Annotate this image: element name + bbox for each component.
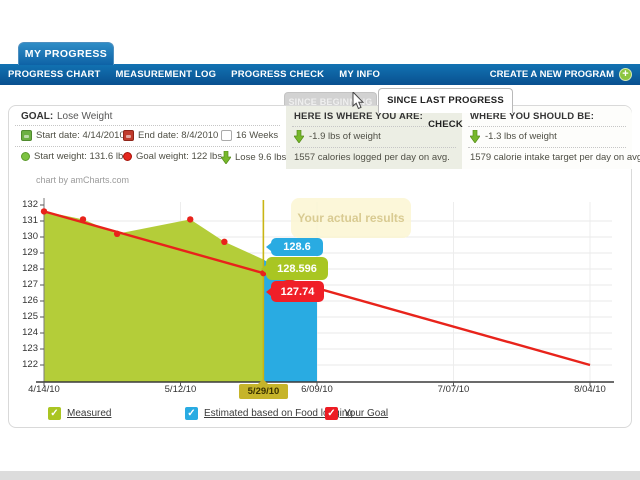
y-axis-tick-label: 126: [22, 295, 38, 306]
plus-icon: +: [619, 68, 632, 81]
page-bottom-strip: [0, 471, 640, 480]
chart-legend: ✓ Measured ✓ Estimated based on Food log…: [0, 407, 640, 425]
tab-since-last-progress-check[interactable]: SINCE LAST PROGRESS CHECK: [378, 88, 513, 130]
estimated-checkbox-icon[interactable]: ✓: [185, 407, 198, 420]
legend-your-goal[interactable]: ✓ Your Goal: [325, 407, 388, 420]
should-arrow-down-icon: [470, 130, 480, 143]
duration: 16 Weeks: [236, 130, 279, 141]
legend-estimated[interactable]: ✓ Estimated based on Food logging: [185, 407, 353, 420]
selected-date-badge[interactable]: 5/29/10: [239, 379, 288, 399]
y-axis-tick-label: 130: [22, 231, 38, 242]
panel-where-you-should-be: WHERE YOU SHOULD BE: -1.3 lbs of weight …: [462, 106, 640, 169]
start-date: Start date: 4/14/2010: [36, 130, 125, 141]
your-goal-checkbox-icon[interactable]: ✓: [325, 407, 338, 420]
y-axis-tick-label: 124: [22, 327, 38, 338]
should-weight-change: -1.3 lbs of weight: [485, 131, 557, 142]
mouse-cursor: [352, 92, 364, 110]
x-axis-tick-label: 6/09/10: [301, 384, 333, 395]
y-axis-tick-label: 127: [22, 279, 38, 290]
nav-measurement-log[interactable]: MEASUREMENT LOG: [115, 69, 217, 80]
nav-progress-chart[interactable]: PROGRESS CHART: [8, 69, 101, 80]
duration-calendar-icon: [221, 130, 232, 141]
end-date-calendar-icon: [123, 130, 134, 141]
start-weight-dot-icon: [21, 152, 30, 161]
y-axis-tick-label: 122: [22, 359, 38, 370]
lose-amount: Lose 9.6 lbs: [235, 152, 287, 163]
nav-progress-check[interactable]: PROGRESS CHECK: [231, 69, 325, 80]
x-axis-tick-label: 8/04/10: [574, 384, 606, 395]
panel-here-is-where-you-are: HERE IS WHERE YOU ARE: -1.9 lbs of weigh…: [286, 106, 462, 169]
goal-weight: Goal weight: 122 lbs: [136, 151, 223, 162]
x-axis-tick-label: 4/14/10: [28, 384, 60, 395]
goal-value: Lose Weight: [57, 111, 113, 122]
goal-weight-dot-icon: [123, 152, 132, 161]
should-title: WHERE YOU SHOULD BE:: [470, 111, 595, 122]
y-axis-tick-label: 132: [22, 199, 38, 210]
y-axis-tick-label: 123: [22, 343, 38, 354]
y-axis-tick-label: 125: [22, 311, 38, 322]
goal-summary: GOAL: Lose Weight Start date: 4/14/2010 …: [9, 106, 286, 169]
measured-checkbox-icon[interactable]: ✓: [48, 407, 61, 420]
legend-measured[interactable]: ✓ Measured: [48, 407, 111, 420]
here-weight-change: -1.9 lbs of weight: [309, 131, 381, 142]
goal-label: GOAL:: [21, 111, 54, 122]
y-axis-tick-label: 129: [22, 247, 38, 258]
y-axis-tick-label: 128: [22, 263, 38, 274]
create-new-program-button[interactable]: CREATE A NEW PROGRAM +: [490, 64, 632, 85]
main-navbar: PROGRESS CHART MEASUREMENT LOG PROGRESS …: [0, 64, 640, 85]
y-axis-tick-label: 131: [22, 215, 38, 226]
here-calories: 1557 calories logged per day on avg.: [294, 152, 450, 163]
estimated-value-badge: 128.6: [266, 238, 323, 256]
x-axis-tick-label: 5/12/10: [164, 384, 197, 395]
start-date-calendar-icon: [21, 130, 32, 141]
here-title: HERE IS WHERE YOU ARE:: [294, 111, 423, 122]
x-axis-tick-label: 7/07/10: [437, 384, 470, 395]
chart-tooltip: Your actual results: [291, 198, 411, 238]
measured-value-badge: 128.596: [261, 257, 328, 280]
end-date: End date: 8/4/2010: [138, 130, 219, 141]
create-new-program-label: CREATE A NEW PROGRAM: [489, 69, 614, 80]
tab-my-progress[interactable]: MY PROGRESS: [18, 42, 114, 65]
legend-your-goal-label: Your Goal: [344, 408, 389, 419]
lose-arrow-down-icon: [221, 151, 231, 164]
goal-value-badge: 127.74: [266, 281, 324, 302]
weight-chart: Your actual results 128.6 128.596 127.74…: [0, 190, 640, 405]
legend-estimated-label: Estimated based on Food logging: [204, 408, 353, 419]
goal-dates-row: Start date: 4/14/2010 End date: 8/4/2010…: [15, 126, 280, 147]
nav-my-info[interactable]: MY INFO: [339, 69, 381, 80]
goal-weights-row: Start weight: 131.6 lbs Goal weight: 122…: [15, 147, 286, 169]
should-calories: 1579 calorie intake target per day on av…: [470, 152, 640, 163]
amcharts-credit[interactable]: chart by amCharts.com: [36, 175, 130, 185]
legend-measured-label: Measured: [67, 408, 112, 419]
start-weight: Start weight: 131.6 lbs: [34, 151, 128, 162]
here-arrow-down-icon: [294, 130, 304, 143]
goal-row: GOAL: Lose Weight: [15, 106, 280, 126]
